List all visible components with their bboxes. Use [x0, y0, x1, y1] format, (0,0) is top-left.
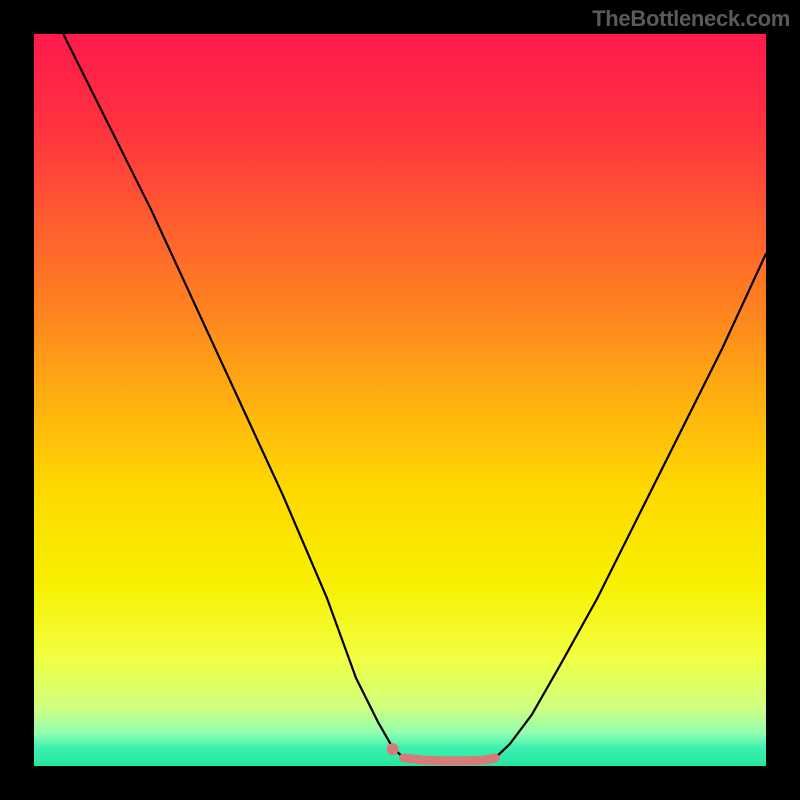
left-endpoint-marker [387, 743, 399, 755]
chart-container: TheBottleneck.com [0, 0, 800, 800]
bottleneck-chart [0, 0, 800, 800]
plot-background [34, 34, 766, 766]
watermark-text: TheBottleneck.com [592, 6, 790, 32]
optimal-range-marker [404, 758, 496, 761]
